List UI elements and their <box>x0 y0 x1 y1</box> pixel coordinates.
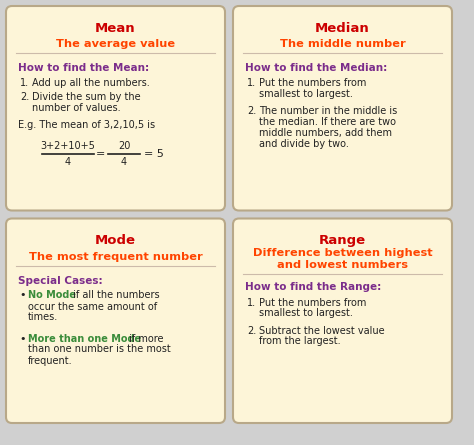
Text: How to find the Range:: How to find the Range: <box>245 283 381 292</box>
Text: 1.: 1. <box>20 78 29 88</box>
Text: middle numbers, add them: middle numbers, add them <box>259 128 392 138</box>
Text: 2.: 2. <box>20 92 29 102</box>
Text: Mode: Mode <box>95 234 136 247</box>
Text: =: = <box>96 149 105 159</box>
Text: frequent.: frequent. <box>28 356 73 365</box>
Text: = 5: = 5 <box>144 149 164 159</box>
Text: •: • <box>19 291 26 300</box>
Text: More than one Mode: More than one Mode <box>28 333 141 344</box>
Text: No Mode: No Mode <box>28 291 76 300</box>
Text: and divide by two.: and divide by two. <box>259 139 349 149</box>
Text: 4: 4 <box>65 157 71 167</box>
Text: Put the numbers from: Put the numbers from <box>259 78 366 88</box>
FancyBboxPatch shape <box>6 218 225 423</box>
Text: 1.: 1. <box>247 298 256 307</box>
Text: Divide the sum by the: Divide the sum by the <box>32 92 141 102</box>
Text: The most frequent number: The most frequent number <box>28 251 202 262</box>
Text: from the largest.: from the largest. <box>259 336 341 347</box>
Text: The average value: The average value <box>56 39 175 49</box>
Text: than one number is the most: than one number is the most <box>28 344 171 355</box>
Text: 4: 4 <box>121 157 127 167</box>
Text: 2.: 2. <box>247 106 256 116</box>
Text: and lowest numbers: and lowest numbers <box>277 260 408 271</box>
Text: Median: Median <box>315 21 370 35</box>
Text: the median. If there are two: the median. If there are two <box>259 117 396 127</box>
Text: smallest to largest.: smallest to largest. <box>259 89 353 99</box>
FancyBboxPatch shape <box>233 218 452 423</box>
Text: 20: 20 <box>118 141 130 151</box>
Text: 2.: 2. <box>247 325 256 336</box>
FancyBboxPatch shape <box>6 6 225 210</box>
Text: 3+2+10+5: 3+2+10+5 <box>41 141 95 151</box>
Text: Add up all the numbers.: Add up all the numbers. <box>32 78 150 88</box>
Text: number of values.: number of values. <box>32 103 120 113</box>
Text: E.g. The mean of 3,2,10,5 is: E.g. The mean of 3,2,10,5 is <box>18 120 155 130</box>
Text: How to find the Median:: How to find the Median: <box>245 63 387 73</box>
Text: The number in the middle is: The number in the middle is <box>259 106 397 116</box>
Text: Put the numbers from: Put the numbers from <box>259 298 366 307</box>
Text: The middle number: The middle number <box>280 39 405 49</box>
Text: if more: if more <box>126 333 164 344</box>
Text: •: • <box>19 333 26 344</box>
Text: Range: Range <box>319 234 366 247</box>
Text: if all the numbers: if all the numbers <box>70 291 160 300</box>
Text: Mean: Mean <box>95 21 136 35</box>
Text: How to find the Mean:: How to find the Mean: <box>18 63 149 73</box>
Text: Difference between highest: Difference between highest <box>253 248 432 259</box>
Text: Subtract the lowest value: Subtract the lowest value <box>259 325 384 336</box>
Text: occur the same amount of: occur the same amount of <box>28 302 157 312</box>
Text: 1.: 1. <box>247 78 256 88</box>
FancyBboxPatch shape <box>233 6 452 210</box>
Text: smallest to largest.: smallest to largest. <box>259 308 353 319</box>
Text: times.: times. <box>28 312 58 323</box>
Text: Special Cases:: Special Cases: <box>18 275 103 286</box>
